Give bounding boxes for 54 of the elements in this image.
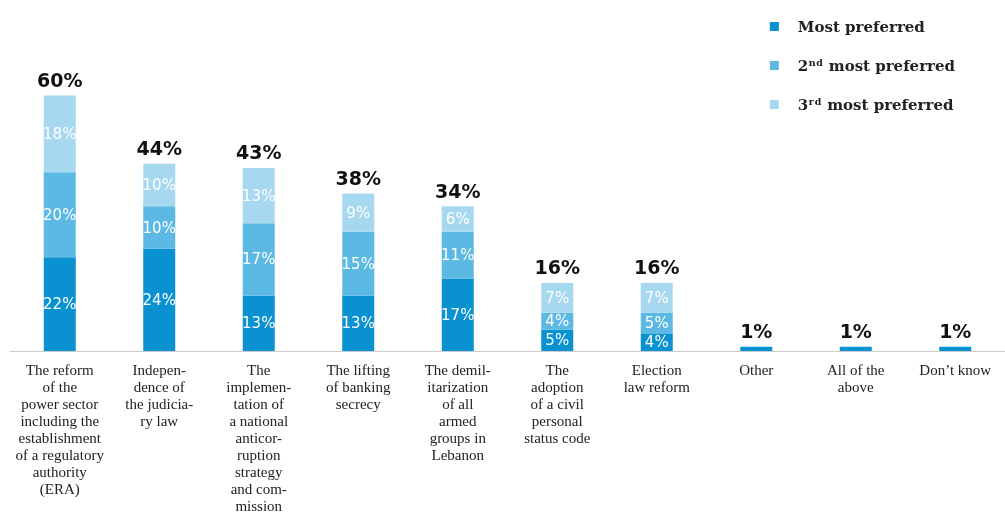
- x-tick-label: The adoption of a civil personal status code: [524, 361, 591, 446]
- data-label: 5%: [644, 314, 669, 333]
- total-label: 43%: [236, 141, 282, 164]
- total-label: 60%: [37, 69, 83, 92]
- data-label: 7%: [644, 288, 669, 307]
- data-label: 13%: [242, 314, 276, 333]
- total-label: 34%: [435, 179, 481, 202]
- total-label: 1%: [939, 320, 972, 343]
- bar: [740, 346, 773, 351]
- x-tick-label: Don’t know: [919, 361, 992, 378]
- data-label: 4%: [644, 333, 669, 352]
- x-tick-label: Election law reform: [623, 361, 691, 395]
- data-label: 22%: [43, 295, 77, 314]
- bar: [43, 172, 76, 258]
- data-label: 17%: [242, 250, 276, 269]
- total-label: 44%: [136, 137, 182, 160]
- bar: [242, 223, 275, 296]
- data-label: 18%: [43, 124, 77, 143]
- data-label: 11%: [441, 246, 475, 265]
- data-label: 9%: [346, 203, 371, 222]
- category-label: The implemen- tation of a national anticor- ruption strategy and com- mission: [226, 361, 292, 514]
- data-label: 20%: [43, 205, 77, 224]
- bar: [839, 346, 872, 351]
- data-label: 7%: [545, 288, 570, 307]
- data-label: 10%: [142, 218, 176, 237]
- x-tick-label: Other: [739, 361, 774, 378]
- total-label: 1%: [839, 320, 872, 343]
- data-label: 13%: [341, 314, 375, 333]
- total-label: 38%: [335, 166, 381, 189]
- data-label: 13%: [242, 186, 276, 205]
- x-tick-label: The reform of the power sector including the establishment of a regulatory authority (ERA): [15, 361, 105, 498]
- bar: [43, 257, 76, 351]
- data-label: 6%: [445, 210, 470, 229]
- legend-label: Most preferred: [797, 17, 926, 36]
- bar: [939, 346, 972, 351]
- x-tick-label: The lifting of banking secrecy: [325, 361, 392, 412]
- total-label: 16%: [534, 256, 580, 279]
- x-tick-label: The demil- itarization of all armed groups in Lebanon: [424, 361, 491, 463]
- bar: [441, 278, 474, 351]
- bar: [342, 231, 375, 296]
- data-label: 10%: [142, 175, 176, 194]
- total-label: 16%: [634, 256, 680, 279]
- data-label: 17%: [441, 305, 475, 324]
- total-label: 1%: [740, 320, 773, 343]
- data-label: 4%: [545, 312, 570, 331]
- data-label: 5%: [545, 331, 570, 350]
- data-label: 15%: [341, 254, 375, 273]
- bar: [43, 95, 76, 173]
- legend-label: 2ⁿᵈ most preferred: [797, 56, 956, 75]
- data-label: 24%: [142, 290, 176, 309]
- x-tick-label: Indepen- dence of the judicia- ry law: [125, 361, 194, 429]
- bar: [143, 248, 176, 351]
- x-tick-label: All of the above: [827, 361, 885, 395]
- legend-label: 3ʳᵈ most preferred: [797, 95, 954, 114]
